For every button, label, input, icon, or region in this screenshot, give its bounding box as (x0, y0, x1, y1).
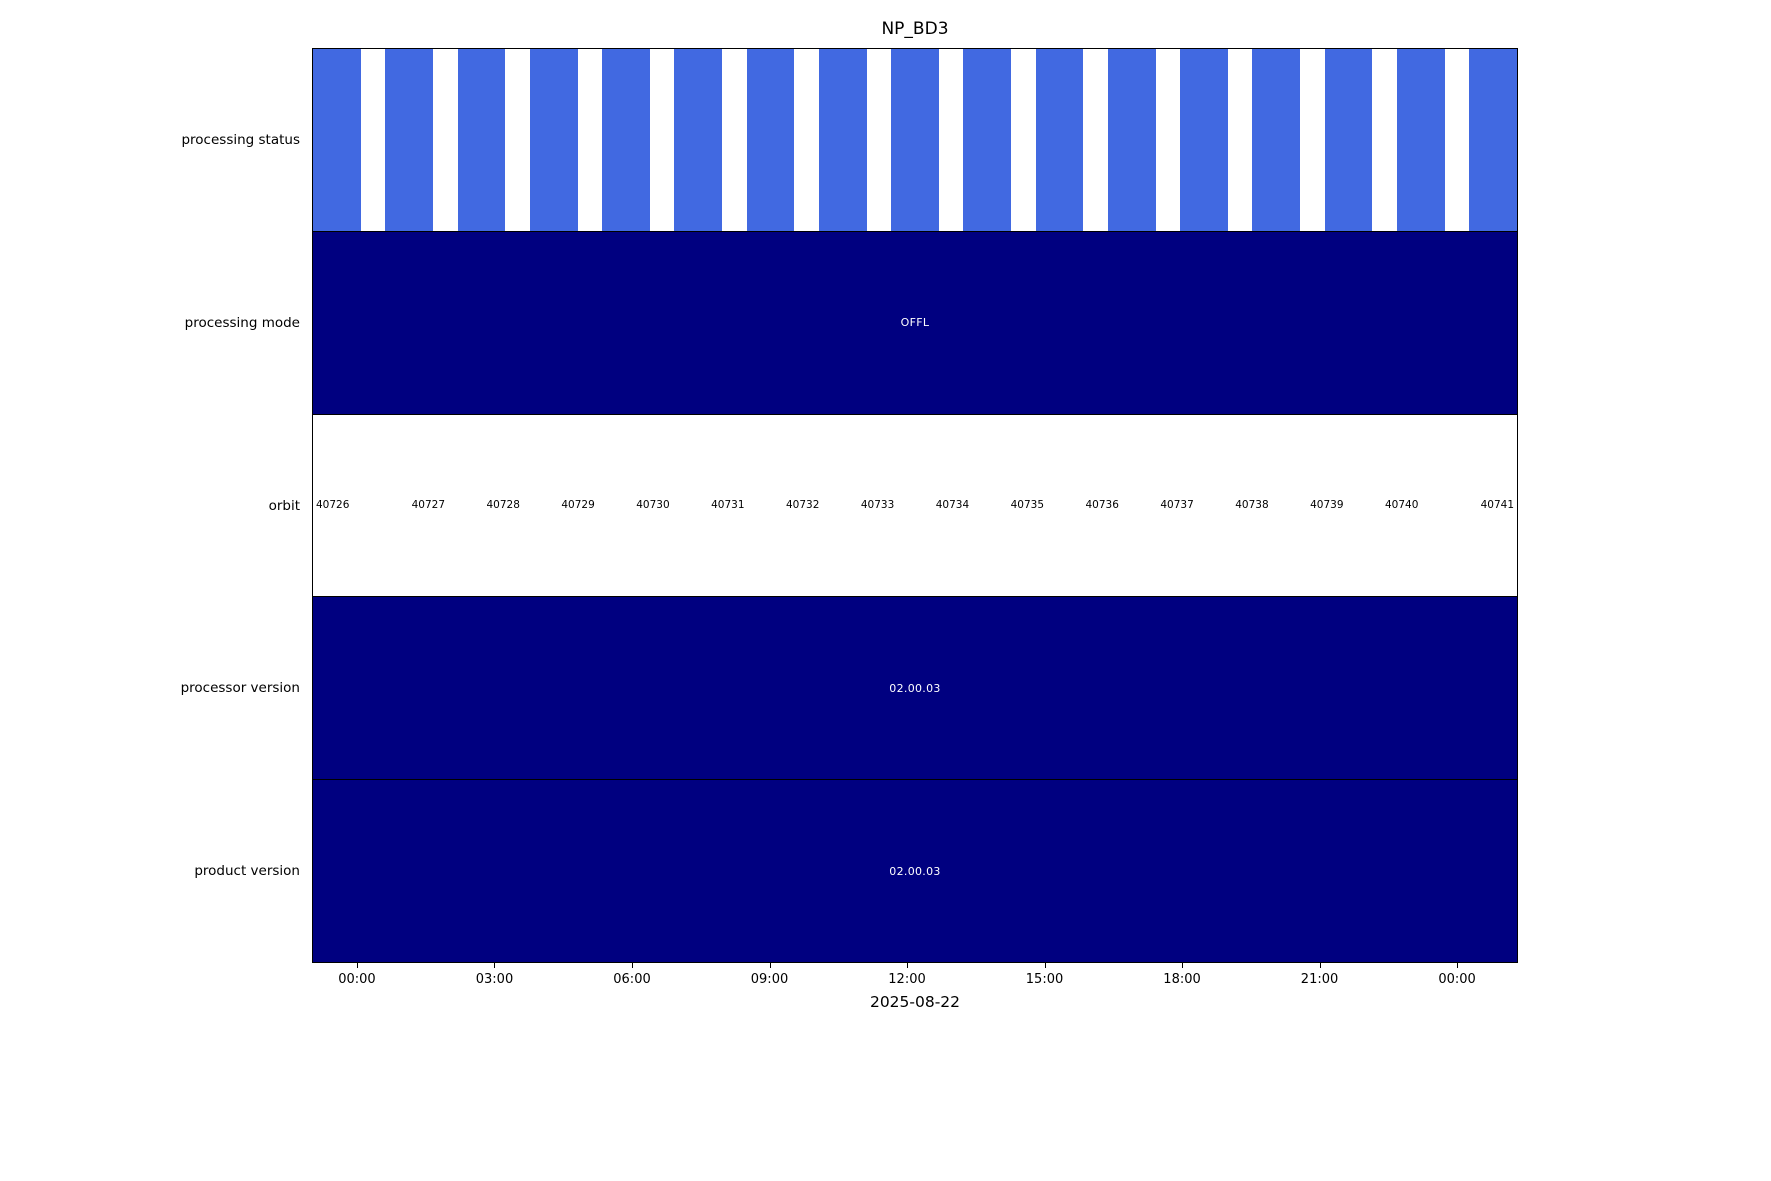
x-tick-mark (1457, 963, 1459, 968)
x-tick-label: 21:00 (1300, 972, 1339, 987)
orbit-cell: 40728 (486, 499, 520, 512)
plot-area: OFFL 40726 40727 40728 40729 40730 40731 40732… (312, 48, 1518, 963)
status-bar (1035, 49, 1084, 231)
orbit-cell: 40726 (316, 499, 350, 512)
x-tick-label: 18:00 (1163, 972, 1201, 987)
chart-title: NP_BD3 (881, 19, 949, 39)
status-bar (674, 49, 723, 231)
status-bar (313, 49, 361, 231)
x-tick-label: 12:00 (888, 972, 926, 987)
x-tick-mark (769, 963, 771, 968)
status-bar (746, 49, 795, 231)
row-label-processing-status: processing status (181, 132, 300, 148)
x-tick-mark (632, 963, 633, 968)
x-tick-label: 03:00 (475, 972, 514, 987)
x-axis-ticks (312, 963, 1518, 969)
status-bar (385, 49, 434, 231)
row-product-version: 02.00.03 (313, 779, 1517, 962)
orbit-cell: 40739 (1310, 499, 1344, 512)
orbit-cell: 40732 (785, 499, 820, 512)
orbit-cell: 40733 (860, 499, 895, 512)
row-label-orbit: orbit (268, 498, 300, 514)
x-tick-label: 00:00 (338, 972, 376, 987)
orbit-cell: 40727 (411, 499, 446, 512)
orbit-cell: 40737 (1160, 499, 1194, 512)
x-axis-date-label: 2025-08-22 (869, 993, 961, 1011)
orbit-cell: 40741 (1480, 499, 1514, 512)
orbit-cell: 40736 (1085, 499, 1119, 512)
x-tick-mark (1182, 963, 1184, 968)
status-bar (529, 49, 578, 231)
x-tick-label: 09:00 (750, 972, 789, 987)
row-orbit: 40726 40727 40728 40729 40730 40731 40732 40733… (313, 413, 1517, 597)
x-tick-mark (1044, 963, 1046, 968)
x-tick-label: 00:00 (1438, 972, 1476, 987)
status-bar (1252, 49, 1301, 231)
status-bar (602, 49, 650, 231)
status-bar (891, 49, 939, 231)
status-bar (1396, 49, 1445, 231)
orbit-cell: 40735 (1010, 499, 1045, 512)
status-bar (1180, 49, 1228, 231)
processor-version-value: 02.00.03 (889, 681, 941, 695)
product-version-value: 02.00.03 (889, 864, 941, 878)
x-tick-label: 06:00 (613, 972, 651, 987)
orbit-cell: 40734 (935, 499, 970, 512)
status-bar (1107, 49, 1156, 231)
status-bar (457, 49, 506, 231)
x-tick-mark (356, 963, 358, 968)
status-bar (1469, 49, 1517, 231)
orbit-cell: 40731 (711, 499, 745, 512)
x-tick-mark (1319, 963, 1321, 968)
row-label-product-version: product version (194, 863, 300, 879)
row-processing-status (313, 49, 1517, 231)
orbit-cell: 40729 (561, 499, 595, 512)
status-bar (818, 49, 867, 231)
row-label-processor-version: processor version (180, 680, 300, 696)
row-processing-mode: OFFL (313, 230, 1517, 414)
x-tick-label: 15:00 (1025, 972, 1064, 987)
row-processor-version: 02.00.03 (313, 596, 1517, 780)
orbit-cell: 40740 (1384, 499, 1419, 512)
x-axis-tick-labels: 00:00 03:00 06:00 09:00 12:00 15:00 18:00 21:00… (312, 972, 1518, 990)
x-tick-mark (907, 963, 909, 968)
x-tick-mark (494, 963, 496, 968)
orbit-cell: 40730 (636, 499, 670, 512)
processing-mode-value: OFFL (900, 316, 930, 330)
status-bar (1324, 49, 1373, 231)
orbit-cell: 40738 (1235, 499, 1269, 512)
status-bar (963, 49, 1012, 231)
row-label-processing-mode: processing mode (184, 315, 300, 331)
